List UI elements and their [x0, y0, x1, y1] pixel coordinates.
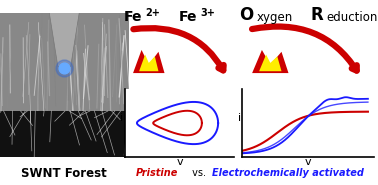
- Text: 3+: 3+: [201, 8, 216, 18]
- Point: [61, 66, 67, 69]
- Text: Pristine: Pristine: [136, 168, 178, 178]
- Text: Fe: Fe: [123, 10, 142, 24]
- Text: O: O: [240, 6, 254, 24]
- Text: R: R: [311, 6, 324, 24]
- Text: 2+: 2+: [145, 8, 160, 18]
- Text: eduction: eduction: [326, 11, 378, 24]
- X-axis label: v: v: [305, 157, 311, 167]
- Bar: [0, 13, 129, 114]
- Polygon shape: [252, 50, 288, 73]
- Y-axis label: i: i: [238, 113, 241, 123]
- Polygon shape: [139, 55, 158, 71]
- Polygon shape: [133, 50, 164, 73]
- Bar: [0, 111, 129, 157]
- Point: [61, 66, 67, 69]
- Polygon shape: [49, 10, 80, 66]
- Text: Fe: Fe: [179, 10, 198, 24]
- Text: vs.: vs.: [189, 168, 209, 178]
- Text: xygen: xygen: [256, 11, 293, 24]
- Y-axis label: i: i: [121, 113, 124, 123]
- FancyArrowPatch shape: [133, 28, 224, 70]
- FancyArrowPatch shape: [252, 26, 357, 71]
- Text: SWNT Forest: SWNT Forest: [22, 167, 107, 180]
- Text: Electrochemically activated: Electrochemically activated: [212, 168, 364, 178]
- Polygon shape: [259, 55, 282, 71]
- X-axis label: v: v: [176, 157, 183, 167]
